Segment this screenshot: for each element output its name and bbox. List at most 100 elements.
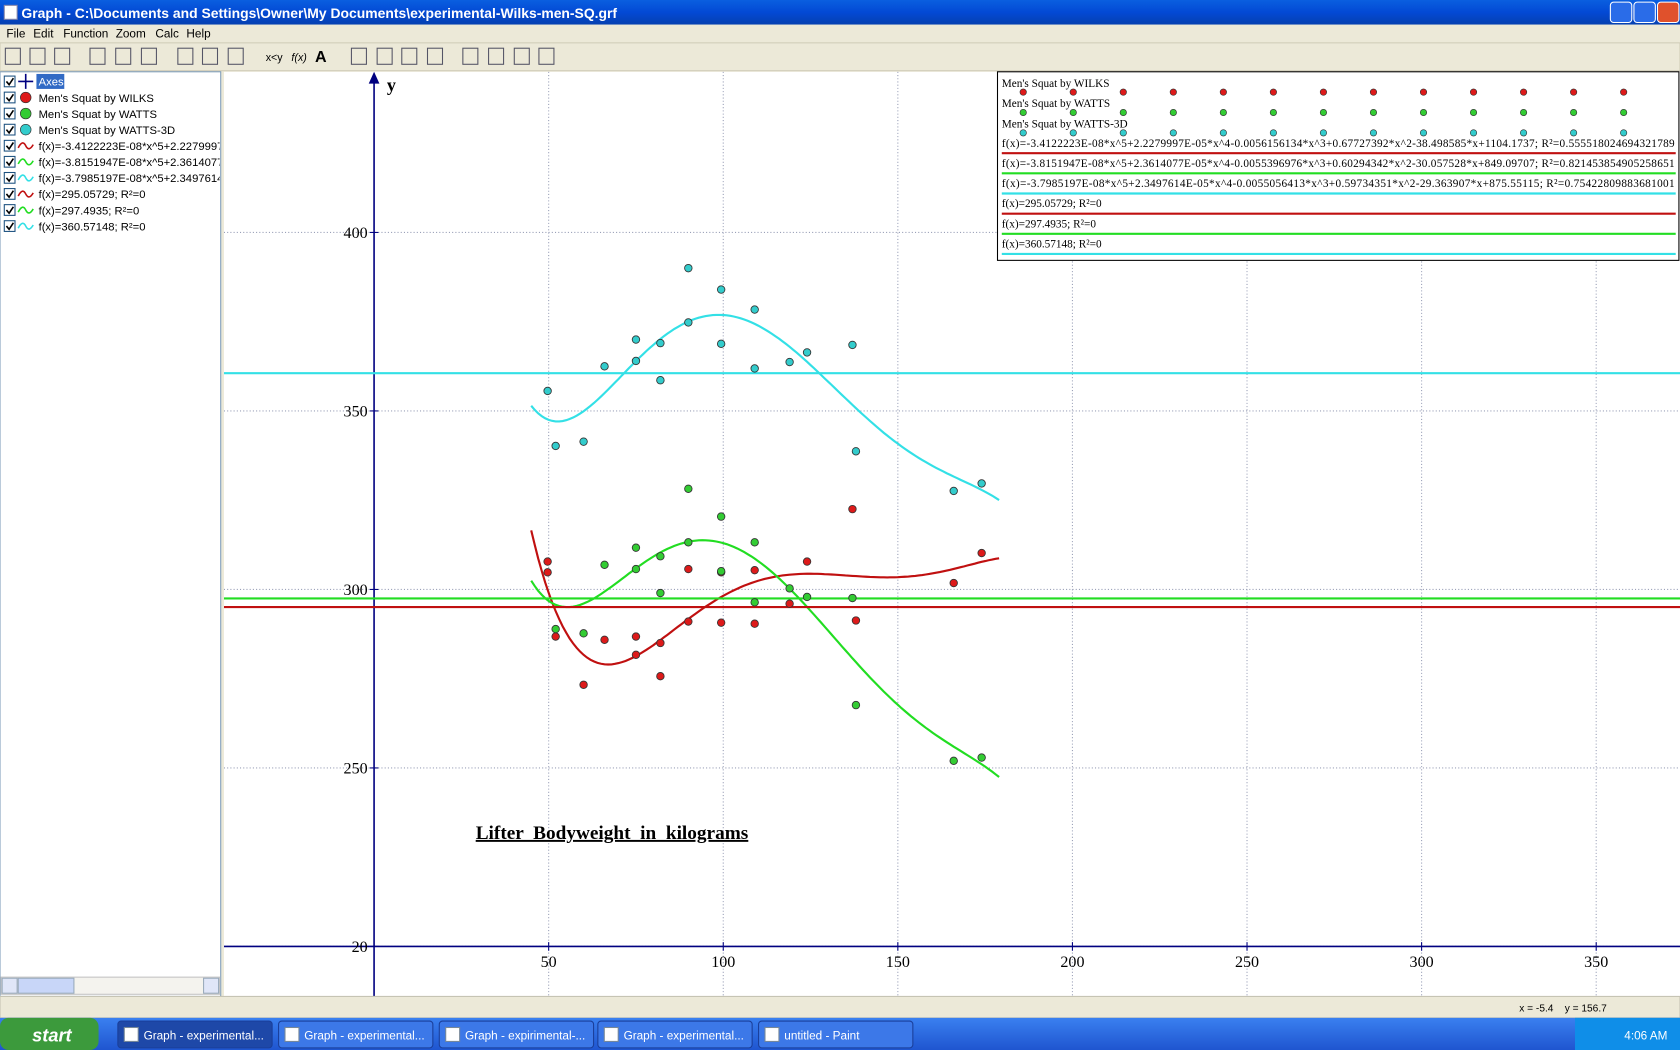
toolbar-button[interactable] bbox=[201, 47, 219, 65]
toolbar-button[interactable] bbox=[227, 47, 244, 65]
toolbar-text-button[interactable]: f(x) bbox=[291, 52, 306, 64]
minimize-button[interactable] bbox=[1609, 1, 1633, 24]
data-point bbox=[579, 437, 588, 446]
taskbar-label: Graph - experimental... bbox=[144, 1029, 264, 1042]
tree-item[interactable]: f(x)=-3.8151947E-08*x^5+2.3614077E-05*x^… bbox=[39, 157, 727, 169]
x-tick-label: 50 bbox=[541, 954, 557, 971]
taskbar-button[interactable] bbox=[117, 1020, 273, 1049]
legend-swatch bbox=[1570, 129, 1578, 137]
tree-checkbox[interactable] bbox=[3, 220, 16, 232]
tree-checkbox[interactable] bbox=[3, 139, 16, 152]
legend-swatch bbox=[1219, 108, 1227, 117]
data-point bbox=[600, 635, 609, 644]
toolbar-button[interactable] bbox=[538, 47, 555, 65]
taskbar-icon bbox=[284, 1026, 300, 1042]
tree-item[interactable]: Men's Squat by WATTS-3D bbox=[39, 125, 176, 137]
toolbar-button[interactable] bbox=[4, 47, 21, 65]
taskbar-button[interactable] bbox=[597, 1020, 753, 1049]
toolbar-text-button[interactable]: x<y bbox=[266, 52, 284, 64]
tree-checkbox[interactable] bbox=[3, 155, 16, 168]
toolbar-text-button[interactable]: A bbox=[315, 48, 327, 66]
status-bar bbox=[0, 995, 1680, 1019]
tree-item[interactable]: Axes bbox=[39, 77, 64, 89]
tree-checkbox[interactable] bbox=[3, 171, 16, 184]
tree-item[interactable]: Men's Squat by WILKS bbox=[39, 93, 154, 105]
toolbar-button[interactable] bbox=[54, 47, 71, 65]
legend-swatch bbox=[1620, 129, 1628, 137]
legend-swatch bbox=[1019, 129, 1027, 137]
data-point bbox=[750, 538, 759, 547]
legend-entry: f(x)=297.4935; R²=0 bbox=[1002, 218, 1097, 230]
toolbar-button[interactable] bbox=[140, 47, 157, 65]
tree-item[interactable]: f(x)=295.05729; R²=0 bbox=[39, 189, 146, 201]
toolbar-button[interactable] bbox=[513, 47, 530, 65]
tree-item[interactable]: f(x)=297.4935; R²=0 bbox=[39, 205, 140, 217]
data-point bbox=[656, 638, 665, 648]
toolbar-button[interactable] bbox=[350, 47, 367, 65]
x-tick-label: 100 bbox=[711, 954, 735, 971]
tree-checkbox[interactable] bbox=[3, 204, 16, 216]
legend-swatch bbox=[1269, 129, 1277, 137]
toolbar-button[interactable] bbox=[401, 47, 418, 65]
taskbar: start Graph - experimental... Graph - expe… bbox=[0, 1017, 1680, 1050]
legend-swatch bbox=[1269, 108, 1277, 117]
legend-swatch bbox=[1369, 88, 1378, 96]
toolbar-button[interactable] bbox=[177, 47, 194, 65]
tree-icon bbox=[17, 158, 34, 166]
legend-swatch bbox=[1319, 129, 1327, 137]
toolbar-button[interactable] bbox=[29, 47, 46, 65]
maximize-button[interactable] bbox=[1633, 1, 1656, 24]
tree-checkbox[interactable] bbox=[3, 123, 16, 136]
menu-item[interactable]: Edit bbox=[33, 28, 54, 41]
tree-icon bbox=[18, 73, 34, 89]
legend-box bbox=[996, 71, 1680, 261]
toolbar-button[interactable] bbox=[462, 47, 479, 65]
tree-item[interactable]: f(x)=360.57148; R²=0 bbox=[39, 221, 146, 233]
legend-swatch bbox=[1369, 108, 1378, 117]
data-point bbox=[631, 543, 641, 552]
tree-item[interactable]: f(x)=-3.4122223E-08*x^5+2.2279997E-05*x^… bbox=[39, 141, 726, 153]
menu-item[interactable]: Zoom bbox=[116, 28, 146, 41]
taskbar-button[interactable] bbox=[758, 1020, 914, 1049]
data-point bbox=[977, 479, 986, 488]
toolbar-button[interactable] bbox=[488, 47, 505, 65]
annotation: Lifter Bodyweight in kilograms bbox=[476, 823, 749, 844]
close-button[interactable] bbox=[1656, 1, 1680, 24]
tree-item[interactable]: Men's Squat by WATTS bbox=[39, 109, 157, 121]
data-point bbox=[716, 512, 726, 521]
data-point bbox=[551, 441, 560, 451]
start-button[interactable] bbox=[0, 1017, 99, 1050]
taskbar-button[interactable] bbox=[278, 1020, 434, 1049]
tree-item[interactable]: f(x)=-3.7985197E-08*x^5+2.3497614E-05*x^… bbox=[39, 173, 720, 185]
tree-icon bbox=[17, 222, 34, 230]
scroll-left[interactable] bbox=[1, 977, 18, 994]
status-text: x = -5.4 y = 156.7 bbox=[1519, 1003, 1607, 1014]
tree-check bbox=[5, 206, 15, 215]
legend-swatch bbox=[1570, 108, 1578, 117]
taskbar-icon bbox=[764, 1026, 780, 1042]
menu-item[interactable]: File bbox=[6, 28, 25, 41]
scroll-thumb[interactable] bbox=[17, 977, 75, 994]
data-point bbox=[716, 285, 726, 294]
toolbar-button[interactable] bbox=[115, 47, 132, 65]
menu-item[interactable]: Help bbox=[186, 28, 211, 41]
taskbar-button[interactable] bbox=[438, 1020, 595, 1049]
legend-swatch bbox=[1470, 129, 1478, 137]
tree-checkbox[interactable] bbox=[3, 188, 16, 200]
toolbar-button[interactable] bbox=[426, 47, 444, 65]
legend-swatch bbox=[1119, 129, 1127, 137]
data-point bbox=[579, 680, 588, 689]
tree-checkbox[interactable] bbox=[3, 107, 16, 120]
menu-item[interactable]: Function bbox=[63, 28, 108, 41]
tree-checkbox[interactable] bbox=[3, 75, 16, 88]
toolbar-button[interactable] bbox=[376, 47, 393, 65]
taskbar-label: Graph - experimental... bbox=[304, 1029, 424, 1042]
menu-item[interactable]: Calc bbox=[155, 28, 179, 41]
scroll-right[interactable] bbox=[203, 977, 220, 994]
tree-checkbox[interactable] bbox=[3, 91, 16, 104]
legend-swatch bbox=[1019, 108, 1027, 117]
data-point bbox=[785, 357, 794, 367]
toolbar-button[interactable] bbox=[89, 47, 106, 65]
legend-entry: f(x)=360.57148; R²=0 bbox=[1002, 238, 1102, 250]
x-tick-label: 350 bbox=[1584, 954, 1608, 971]
